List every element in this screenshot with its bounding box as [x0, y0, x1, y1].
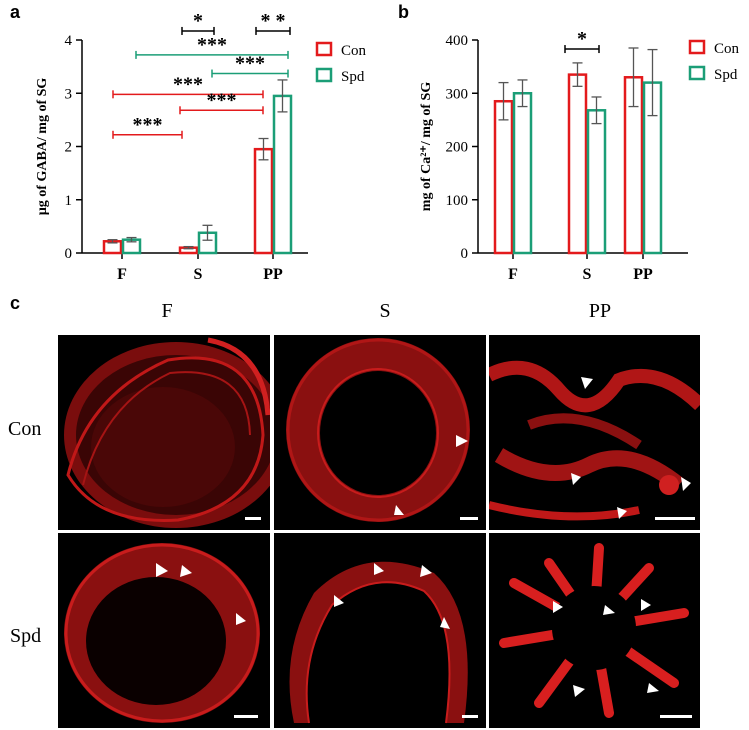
scale-bar	[460, 517, 478, 520]
arrowhead-marker	[180, 565, 192, 577]
panel-c-label: c	[10, 293, 21, 313]
scale-bar	[660, 715, 692, 718]
arrowhead-marker	[456, 435, 468, 447]
arrowhead-marker	[581, 377, 593, 389]
legend-label-con: Con	[714, 41, 740, 57]
bar-con	[493, 99, 514, 255]
x-tick-label: F	[508, 266, 518, 283]
arrowhead-marker	[374, 563, 384, 575]
micrograph-spd-pp	[489, 533, 700, 728]
panel-a-label: a	[10, 2, 21, 22]
scale-bar	[462, 715, 478, 718]
arrowhead-marker	[440, 617, 450, 629]
y-tick-label: 2	[65, 140, 73, 156]
arrowhead-marker	[641, 599, 651, 611]
bar-con	[567, 73, 588, 255]
column-label-s: S	[379, 300, 391, 322]
legend-label-spd: Spd	[714, 67, 738, 83]
scale-bar	[245, 517, 261, 520]
micrograph-con-s	[274, 335, 486, 530]
bar-spd	[512, 92, 533, 255]
scale-bar	[655, 517, 695, 520]
legend-swatch-con	[315, 41, 333, 57]
y-tick-label: 4	[65, 33, 73, 49]
bar-spd	[272, 94, 293, 255]
arrowhead-marker	[420, 565, 432, 577]
calcium-bar-chart: 0 100 200 300 400 mg of Ca²⁺/ mg of SG F S PP Con…	[419, 28, 740, 283]
x-tick-label: S	[194, 266, 203, 283]
significance-label: *	[577, 28, 587, 50]
significance-label: ***	[207, 89, 237, 111]
significance-label: *	[193, 10, 203, 32]
arrowhead-marker	[573, 685, 585, 697]
panel-b-label: b	[398, 2, 409, 22]
x-tick-label: PP	[263, 266, 283, 283]
micrograph-spd-s	[274, 533, 486, 728]
y-tick-label: 1	[65, 193, 73, 209]
scale-bar	[234, 715, 258, 718]
legend-label-con: Con	[341, 43, 367, 59]
y-tick-label: 0	[65, 246, 73, 262]
y-tick-label: 0	[461, 246, 469, 262]
x-tick-label: S	[583, 266, 592, 283]
y-tick-label: 300	[446, 86, 469, 102]
x-tick-label: PP	[633, 266, 653, 283]
gaba-bar-chart: 0 1 2 3 4 µg of GABA/ mg of SG F S PP Con Spd * * * *…	[35, 10, 367, 283]
y-axis-label: mg of Ca²⁺/ mg of SG	[419, 82, 434, 212]
arrowhead-marker	[603, 605, 615, 615]
column-label-f: F	[161, 300, 173, 322]
significance-label: ***	[173, 73, 203, 95]
x-tick-label: F	[117, 266, 127, 283]
significance-label: ***	[235, 53, 265, 75]
arrowhead-marker	[647, 683, 659, 693]
legend-swatch-spd	[688, 65, 706, 81]
arrowhead-marker	[681, 477, 691, 491]
micrograph-con-f	[58, 335, 270, 530]
micrograph-con-pp	[489, 335, 700, 530]
legend-swatch-spd	[315, 67, 333, 83]
bar-con	[253, 147, 274, 255]
significance-label: * *	[261, 10, 286, 32]
y-tick-label: 100	[446, 193, 469, 209]
significance-label: ***	[197, 34, 227, 56]
legend-label-spd: Spd	[341, 69, 365, 85]
y-axis-label: µg of GABA/ mg of SG	[35, 78, 50, 216]
bar-spd	[586, 109, 607, 255]
micrograph-spd-f	[58, 533, 270, 728]
arrowhead-marker	[236, 613, 246, 625]
significance-label: ***	[133, 114, 163, 136]
legend-swatch-con	[688, 39, 706, 55]
arrowhead-marker	[553, 601, 563, 613]
arrowhead-marker	[156, 563, 168, 577]
y-tick-label: 3	[65, 86, 73, 102]
y-tick-label: 200	[446, 140, 469, 156]
arrowhead-marker	[334, 595, 344, 607]
row-label-con: Con	[8, 418, 42, 440]
row-label-spd: Spd	[10, 625, 42, 647]
arrowhead-marker	[394, 505, 404, 515]
y-tick-label: 400	[446, 33, 469, 49]
arrowhead-marker	[571, 473, 581, 485]
arrowhead-marker	[617, 507, 627, 519]
column-label-pp: PP	[588, 300, 612, 322]
